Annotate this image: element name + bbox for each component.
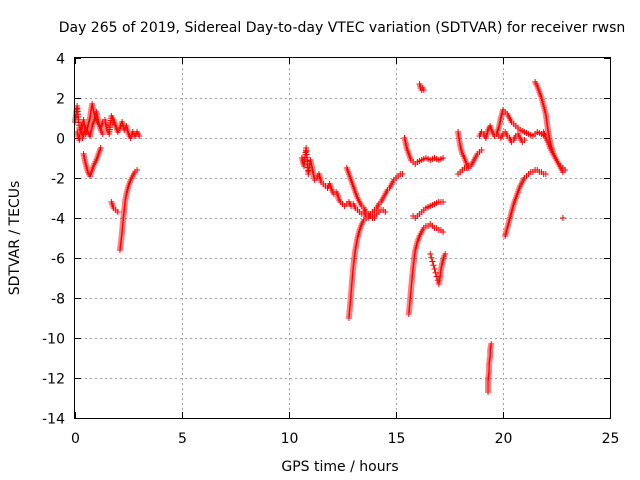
x-tick-labels: 0 5 10 15 20 25 bbox=[71, 431, 619, 447]
series-arc-11 bbox=[410, 199, 447, 221]
series-arc-20 bbox=[532, 79, 569, 173]
y-tick-label: -14 bbox=[42, 412, 65, 428]
y-tick-label: -6 bbox=[51, 252, 65, 268]
y-tick-label: -8 bbox=[51, 292, 65, 308]
data-point bbox=[478, 147, 485, 153]
y-tick-label: -10 bbox=[42, 332, 65, 348]
series-arc-19 bbox=[502, 167, 549, 239]
data-point bbox=[440, 155, 447, 161]
x-tick-label: 15 bbox=[388, 431, 406, 447]
data-point bbox=[382, 209, 389, 215]
series-arc-06 bbox=[298, 145, 342, 199]
series-arc-03 bbox=[80, 145, 104, 179]
x-tick-label: 20 bbox=[495, 431, 513, 447]
series-arc-02 bbox=[74, 109, 106, 143]
data-point bbox=[427, 251, 434, 257]
data-point bbox=[559, 169, 566, 175]
chart-title: Day 265 of 2019, Sidereal Day-to-day VTE… bbox=[59, 20, 626, 36]
x-axis-label: GPS time / hours bbox=[281, 459, 398, 475]
data-point bbox=[488, 341, 495, 347]
data-point bbox=[542, 171, 549, 177]
data-point bbox=[440, 229, 447, 235]
data-point-interp bbox=[431, 266, 438, 272]
y-tick-label: 0 bbox=[56, 132, 65, 148]
series-arc-05 bbox=[116, 167, 141, 253]
series-arc-13 bbox=[416, 81, 427, 93]
data-point bbox=[521, 137, 528, 143]
x-tick-label: 25 bbox=[602, 431, 620, 447]
data-point bbox=[99, 131, 106, 137]
series-arc-23 bbox=[485, 341, 495, 395]
data-point-interp bbox=[432, 269, 439, 276]
data-point-interp bbox=[428, 254, 435, 261]
y-tick-label: 4 bbox=[56, 52, 65, 68]
series-arc-17 bbox=[476, 107, 549, 141]
axis-ticks bbox=[75, 58, 611, 419]
series-arc-04 bbox=[108, 199, 121, 215]
x-tick-label: 5 bbox=[178, 431, 187, 447]
y-tick-label: 2 bbox=[56, 92, 65, 108]
series-arc-09 bbox=[345, 213, 378, 321]
data-point bbox=[97, 145, 104, 151]
y-axis-label: SDTVAR / TECUs bbox=[7, 181, 23, 296]
y-tick-label: -12 bbox=[42, 372, 65, 388]
data-point bbox=[465, 163, 472, 169]
x-tick-label: 0 bbox=[71, 431, 80, 447]
series-arc-12 bbox=[405, 221, 447, 317]
series-arc-08 bbox=[343, 165, 389, 221]
x-tick-label: 10 bbox=[281, 431, 299, 447]
series-arc-10 bbox=[401, 135, 447, 167]
data-point bbox=[136, 133, 143, 139]
data-point bbox=[134, 167, 141, 173]
data-point bbox=[371, 215, 378, 221]
data-point bbox=[114, 209, 121, 215]
series-arc-16 bbox=[455, 163, 472, 177]
y-tick-label: -2 bbox=[51, 172, 65, 188]
plot-frame bbox=[74, 57, 611, 419]
data-point bbox=[559, 215, 566, 221]
series-arc-21 bbox=[540, 129, 566, 175]
data-point bbox=[442, 251, 449, 257]
series-arc-14 bbox=[427, 251, 449, 287]
y-tick-label: -4 bbox=[51, 212, 65, 228]
series-arc-22 bbox=[559, 215, 566, 221]
y-tick-labels: -14 -12 -10 -8 -6 -4 -2 0 2 4 bbox=[42, 52, 65, 428]
grid-lines bbox=[75, 58, 610, 418]
data-point bbox=[399, 171, 406, 177]
data-point-interp bbox=[430, 262, 437, 269]
series-arc-18 bbox=[495, 129, 528, 145]
data-point bbox=[420, 87, 427, 93]
data-points bbox=[72, 79, 569, 395]
data-point-interp bbox=[429, 258, 436, 265]
data-point bbox=[440, 199, 447, 205]
